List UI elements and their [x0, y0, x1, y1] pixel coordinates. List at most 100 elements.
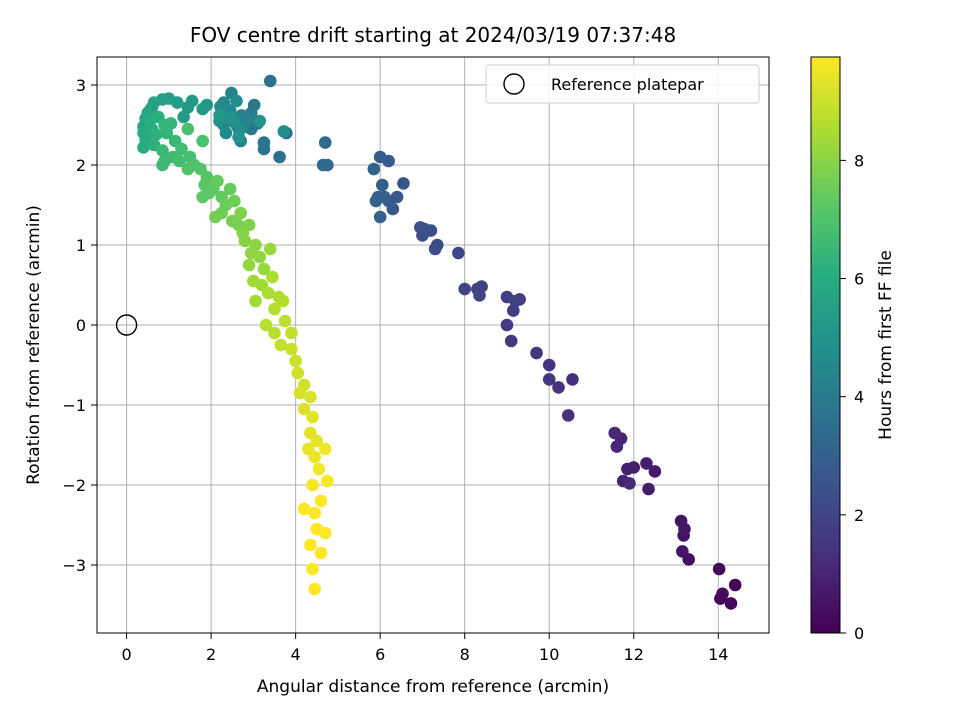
data-point	[156, 158, 169, 172]
data-point	[318, 442, 332, 456]
data-point	[452, 246, 465, 260]
y-tick-label: −2	[62, 476, 86, 495]
colorbar-tick-label: 4	[854, 388, 864, 407]
y-tick-label: −3	[62, 556, 86, 575]
x-tick-label: 12	[624, 645, 644, 664]
data-point	[623, 477, 636, 490]
data-point	[367, 162, 381, 176]
data-point	[473, 289, 486, 302]
data-point	[428, 242, 442, 256]
data-point	[509, 294, 522, 308]
x-tick-label: 14	[708, 645, 728, 664]
data-point	[263, 74, 277, 88]
data-point	[273, 150, 286, 164]
data-point	[234, 206, 247, 220]
data-point	[291, 366, 305, 380]
data-point	[242, 258, 256, 272]
data-point	[223, 182, 237, 196]
y-tick-label: 1	[76, 236, 86, 255]
data-point	[418, 222, 431, 236]
data-point	[500, 318, 514, 332]
reference-platepar-marker	[115, 314, 138, 336]
data-point	[507, 304, 520, 317]
colorbar-tick-label: 0	[854, 624, 864, 643]
data-point	[310, 434, 324, 448]
y-axis-ticks: 3 2 1 0 −1 −2 −3	[62, 76, 97, 575]
data-point	[610, 440, 624, 453]
data-point	[314, 546, 328, 560]
data-point	[230, 94, 243, 108]
x-tick-label: 4	[291, 645, 301, 664]
data-point	[304, 538, 317, 552]
y-tick-label: −1	[62, 396, 86, 415]
data-point	[209, 210, 222, 224]
data-point	[253, 114, 267, 128]
data-point	[268, 326, 281, 340]
x-tick-label: 8	[460, 645, 470, 664]
data-point	[268, 302, 281, 316]
colorbar-ticks: 0 2 4 6 8	[840, 151, 864, 643]
data-point	[642, 482, 655, 496]
data-point	[530, 346, 543, 360]
data-point	[648, 465, 662, 478]
data-point	[259, 318, 273, 332]
colorbar-tick-label: 2	[854, 506, 864, 525]
data-point	[712, 562, 726, 576]
data-point	[156, 144, 169, 157]
data-point	[308, 506, 321, 520]
data-point	[274, 338, 288, 352]
data-points	[137, 74, 742, 610]
y-axis-label: Rotation from reference (arcmin)	[24, 205, 44, 485]
data-point	[306, 478, 319, 492]
data-point	[566, 373, 579, 386]
y-tick-label: 0	[76, 316, 86, 335]
legend: Reference platepar	[485, 64, 760, 104]
data-point	[261, 286, 275, 300]
data-point	[278, 314, 292, 328]
x-axis-ticks: 0 2 4 6 8 10 12 14	[121, 633, 728, 664]
data-point	[232, 130, 245, 144]
data-point	[640, 457, 653, 470]
data-point	[312, 462, 326, 476]
data-point	[676, 545, 689, 558]
data-point	[314, 494, 328, 508]
data-point	[149, 128, 163, 141]
data-point	[266, 270, 279, 284]
y-tick-label: 3	[76, 76, 86, 95]
data-point	[238, 234, 252, 248]
data-point	[504, 334, 518, 348]
data-point	[552, 381, 565, 394]
data-point	[211, 174, 224, 188]
colorbar: 0 2 4 6 8 Hours from first FF file	[810, 56, 896, 643]
data-point	[181, 162, 195, 176]
data-point	[369, 194, 383, 208]
data-point	[621, 462, 634, 476]
data-point	[277, 125, 291, 138]
data-point	[306, 410, 319, 424]
plot-frame	[96, 56, 770, 634]
data-point	[318, 136, 332, 149]
colorbar-gradient	[810, 56, 841, 634]
data-point	[177, 110, 190, 124]
data-point	[316, 158, 330, 172]
x-tick-label: 6	[375, 645, 385, 664]
data-point	[304, 390, 317, 404]
data-point	[293, 386, 307, 400]
data-point	[196, 134, 209, 148]
data-point	[678, 522, 691, 536]
data-point	[561, 409, 575, 422]
data-point	[285, 326, 298, 340]
colorbar-tick-label: 8	[854, 151, 864, 170]
data-point	[308, 450, 321, 464]
data-point	[257, 142, 271, 156]
data-point	[213, 109, 226, 122]
x-tick-label: 0	[121, 645, 131, 664]
data-point	[219, 126, 233, 140]
data-point	[228, 194, 241, 208]
data-point	[458, 282, 471, 296]
data-point	[724, 597, 738, 610]
x-axis-label: Angular distance from reference (arcmin)	[257, 677, 609, 697]
data-point	[542, 358, 556, 372]
data-point	[257, 262, 271, 276]
data-point	[297, 502, 311, 516]
